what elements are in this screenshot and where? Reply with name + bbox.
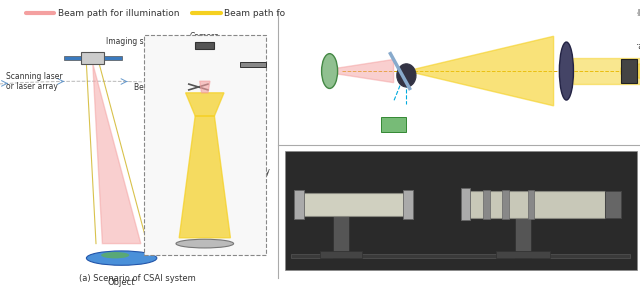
Bar [294,190,304,219]
Text: Collimator: Collimator [374,157,414,166]
Bar [528,190,534,219]
Text: Illumination Lens: Illumination Lens [403,84,468,93]
Text: (c) Photograph of CASI system: (c) Photograph of CASI system [397,258,525,267]
Bar [515,218,531,258]
Polygon shape [573,58,640,84]
Text: Object: Object [108,278,135,287]
Text: Primary
mirror: Primary mirror [240,167,270,186]
Text: (b) Simplified CSAI setup: (b) Simplified CSAI setup [408,127,513,136]
Polygon shape [621,58,640,84]
Text: Beam path for imaging: Beam path for imaging [224,8,328,18]
Text: Beam splitter: Beam splitter [134,82,186,92]
Bar [483,190,490,219]
Text: Sample: Sample [316,14,344,23]
Bar [464,191,605,218]
Bar [403,190,413,219]
Bar [285,151,637,270]
Ellipse shape [101,252,129,258]
Ellipse shape [86,251,157,265]
Bar [64,56,81,60]
Bar [104,56,122,60]
Bar [240,62,266,67]
Polygon shape [179,116,230,238]
Bar [381,117,406,132]
Bar [320,251,362,258]
Text: Beam splitter: Beam splitter [381,12,432,21]
Bar [298,193,406,216]
Text: Scanning laser
or laser array: Scanning laser or laser array [6,72,63,91]
FancyBboxPatch shape [144,35,266,255]
Text: Laser: Laser [212,60,234,70]
Bar [605,191,621,218]
Bar [291,254,630,258]
Bar [502,190,509,219]
Text: Imaging system: Imaging system [106,37,167,46]
Bar [285,9,637,139]
Text: Camera: Camera [614,42,640,51]
Bar [496,251,550,258]
Text: (a) Scenario of CSAI system: (a) Scenario of CSAI system [79,274,196,283]
Ellipse shape [176,239,234,248]
Ellipse shape [397,64,416,87]
Text: Laser: Laser [383,124,404,133]
Ellipse shape [322,54,338,88]
Bar [81,52,104,64]
Text: Collimator: Collimator [545,9,588,18]
Text: Beam path for illumination: Beam path for illumination [58,8,179,18]
Polygon shape [337,59,394,83]
Polygon shape [93,64,141,244]
Bar [621,59,637,83]
Ellipse shape [559,42,573,100]
Text: Telephoto lens: Telephoto lens [629,9,640,18]
Text: Camera: Camera [190,32,220,41]
Polygon shape [413,36,554,106]
Text: Sample: Sample [323,157,352,166]
Polygon shape [200,81,210,93]
Bar [333,216,349,258]
Bar [461,188,470,220]
Polygon shape [186,93,224,116]
Bar [195,42,214,49]
